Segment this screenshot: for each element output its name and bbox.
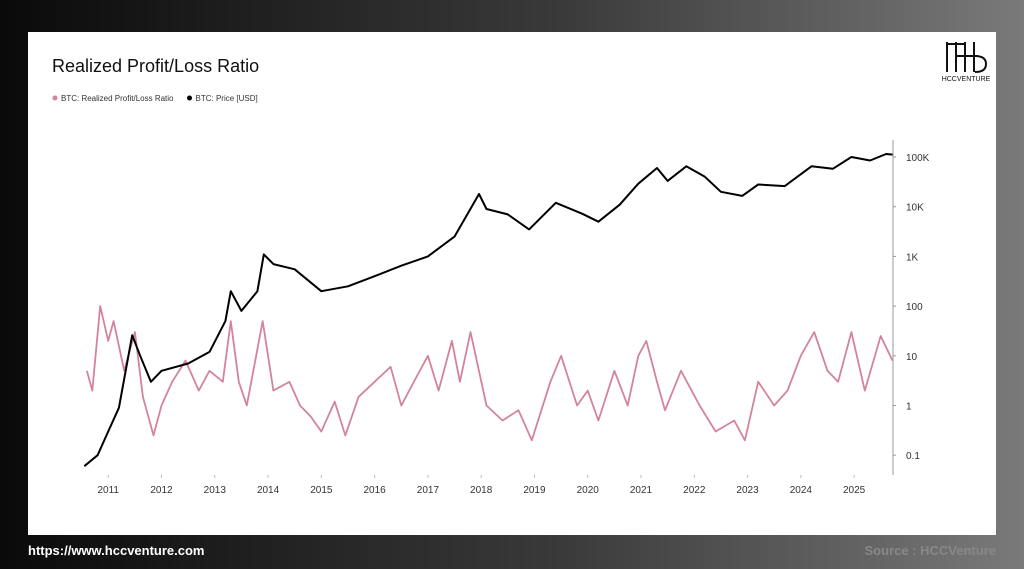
logo-text: HCCVENTURE: [942, 76, 991, 83]
x-tick-label: 2011: [97, 485, 119, 496]
legend-dot: [52, 95, 58, 101]
x-tick-label: 2013: [204, 485, 227, 496]
logo: HCCVENTURE: [942, 42, 991, 83]
x-tick-label: 2012: [150, 485, 173, 496]
series-line: [86, 305, 894, 442]
x-tick-label: 2025: [843, 485, 866, 496]
y-tick-label: 10K: [906, 203, 924, 214]
x-tick-label: 2016: [363, 485, 386, 496]
footer-url: https://www.hccventure.com: [28, 543, 205, 558]
x-tick-label: 2021: [630, 485, 653, 496]
y-tick-label: 100: [906, 302, 923, 313]
chart: Realized Profit/Loss Ratio HCCVENTURE 10…: [52, 42, 991, 496]
series-line: [83, 153, 893, 467]
y-tick-label: 1: [906, 402, 912, 413]
x-tick-label: 2018: [470, 485, 493, 496]
x-tick-label: 2015: [310, 485, 333, 496]
x-tick-label: 2020: [577, 485, 600, 496]
x-tick-label: 2017: [417, 485, 440, 496]
x-tick-label: 2024: [790, 485, 813, 496]
y-tick-label: 100K: [906, 153, 930, 164]
x-tick-label: 2019: [523, 485, 546, 496]
x-tick-label: 2014: [257, 485, 280, 496]
chart-title: Realized Profit/Loss Ratio: [52, 56, 259, 76]
footer-source: Source : HCCVenture: [864, 543, 996, 558]
x-tick-label: 2022: [683, 485, 706, 496]
panel: Realized Profit/Loss Ratio HCCVENTURE 10…: [28, 32, 996, 535]
legend-label: BTC: Price [USD]: [196, 94, 258, 103]
y-tick-label: 10: [906, 352, 918, 363]
legend-label: BTC: Realized Profit/Loss Ratio: [61, 94, 174, 103]
y-tick-label: 1K: [906, 252, 919, 263]
legend-dot: [187, 95, 192, 101]
y-tick-label: 0.1: [906, 451, 920, 462]
x-tick-label: 2023: [736, 485, 759, 496]
